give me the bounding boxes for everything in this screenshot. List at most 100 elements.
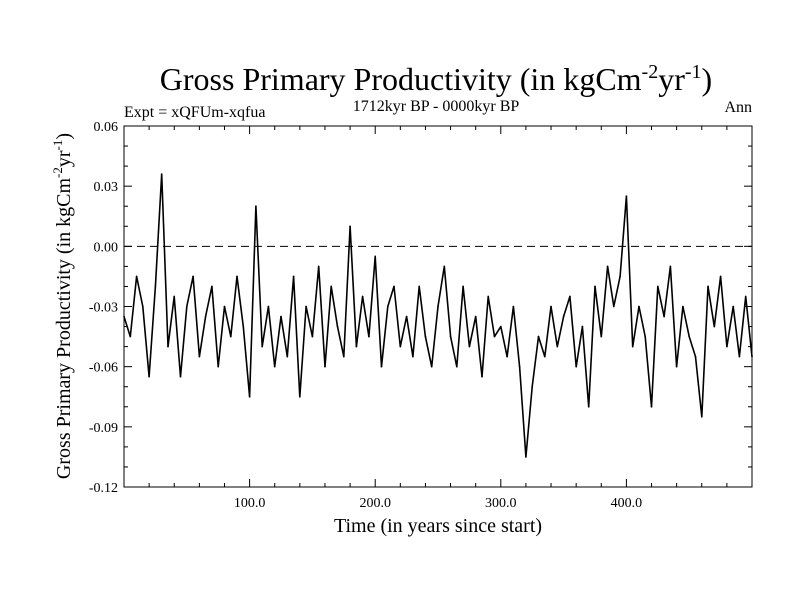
data-point <box>474 315 477 318</box>
data-point <box>217 365 219 368</box>
data-point <box>506 355 508 358</box>
data-point <box>123 315 125 318</box>
data-point <box>299 395 301 398</box>
data-point <box>531 385 533 388</box>
data-point <box>324 365 326 368</box>
data-point <box>311 335 314 338</box>
y-axis-label-mid: yr <box>53 150 75 167</box>
data-point <box>707 285 709 288</box>
data-point <box>600 335 603 338</box>
data-point <box>430 365 433 368</box>
y-axis-label-end: ) <box>53 133 75 140</box>
data-point <box>380 365 383 368</box>
data-point <box>500 325 502 328</box>
data-point <box>336 325 339 328</box>
chart-title-sup2: -1 <box>685 61 702 83</box>
data-point <box>562 315 565 318</box>
data-point <box>343 355 345 358</box>
x-tick-label: 400.0 <box>611 496 643 511</box>
data-point <box>405 315 408 318</box>
y-tick-label: 0.03 <box>94 180 119 195</box>
data-point <box>644 335 647 338</box>
data-point <box>682 305 684 308</box>
data-point <box>361 295 364 298</box>
data-point <box>330 285 333 288</box>
data-point <box>650 405 653 408</box>
data-point <box>204 315 207 318</box>
data-point <box>575 365 577 368</box>
data-point <box>613 305 615 308</box>
data-point <box>518 365 521 368</box>
data-point <box>179 375 182 378</box>
y-tick-label: 0.00 <box>94 240 119 255</box>
data-point <box>160 173 163 175</box>
data-point <box>186 305 188 308</box>
data-point <box>537 335 540 338</box>
data-point <box>587 405 590 408</box>
subtitle-center: 1712kyr BP - 0000kyr BP <box>353 98 520 115</box>
data-point <box>550 305 552 308</box>
subtitle-left: Expt = xQFUm-xqfua <box>124 104 265 121</box>
subtitle-right: Ann <box>724 99 752 116</box>
data-point <box>732 305 734 308</box>
data-point <box>368 335 370 338</box>
y-axis-label-sup2: -1 <box>50 140 65 151</box>
data-point <box>135 275 138 278</box>
y-tick-label: 0.06 <box>94 120 119 135</box>
data-point <box>694 355 697 358</box>
data-point <box>229 335 232 338</box>
data-point <box>738 355 741 358</box>
data-point <box>129 335 132 338</box>
data-point <box>525 456 527 458</box>
data-point <box>399 345 402 348</box>
y-tick-label: -0.12 <box>89 481 118 496</box>
data-point <box>305 305 307 308</box>
data-point <box>606 265 609 268</box>
data-point <box>675 365 678 368</box>
data-point <box>443 265 446 268</box>
data-point <box>719 275 722 278</box>
data-point <box>261 345 263 348</box>
y-tick-label: -0.09 <box>89 421 118 436</box>
data-point <box>142 305 144 308</box>
data-point <box>192 275 194 278</box>
data-point <box>713 325 716 328</box>
data-point <box>248 395 251 398</box>
data-point <box>657 285 659 288</box>
data-point <box>255 205 257 208</box>
data-point <box>223 305 226 308</box>
data-point <box>412 355 414 358</box>
data-point <box>556 345 559 348</box>
y-axis: 0.06 0.03 0.00 -0.03 -0.06 -0.09 -0.12 <box>89 120 752 496</box>
data-point <box>663 315 665 318</box>
y-tick-label: -0.06 <box>89 361 118 376</box>
data-point <box>481 375 483 378</box>
data-point <box>173 295 176 298</box>
data-point <box>581 325 584 328</box>
y-tick-label: -0.03 <box>89 301 118 316</box>
data-point <box>386 305 389 308</box>
data-point <box>493 335 496 338</box>
x-tick-label: 100.0 <box>234 496 266 511</box>
data-point <box>273 365 276 368</box>
data-point <box>267 305 270 308</box>
data-point <box>286 355 289 358</box>
x-tick-label: 200.0 <box>359 496 391 511</box>
data-point <box>437 305 439 308</box>
data-point <box>198 355 201 358</box>
data-point <box>280 315 282 318</box>
data-point <box>726 345 728 348</box>
data-point <box>569 295 571 298</box>
data-point <box>594 285 596 288</box>
data-point <box>242 325 245 328</box>
data-point <box>449 335 452 338</box>
chart-title: Gross Primary Productivity (in kgCm-2yr-… <box>160 61 712 97</box>
data-point <box>349 225 351 228</box>
chart-title-end: ) <box>702 61 713 97</box>
data-point <box>148 375 150 378</box>
data-point <box>631 345 634 348</box>
data-point <box>292 275 295 278</box>
data-point <box>167 345 169 348</box>
data-point <box>456 365 458 368</box>
series-group <box>123 173 753 458</box>
